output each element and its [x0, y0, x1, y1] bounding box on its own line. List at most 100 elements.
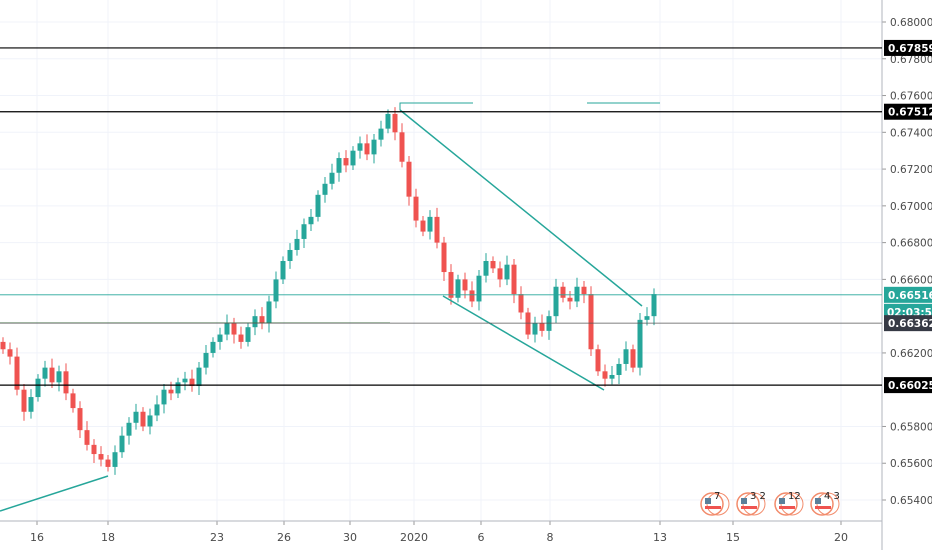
x-tick-label: 16 [30, 531, 44, 544]
price-label-bg [884, 39, 932, 56]
event-count: 12 [788, 491, 801, 502]
economic-event-badge[interactable]: 3 2 [736, 491, 766, 516]
flag-canton [705, 498, 711, 504]
candle-body [252, 316, 258, 328]
candle-body [287, 249, 293, 262]
candle-body [77, 408, 83, 431]
price-label: 0.66362 [884, 315, 932, 332]
candle-body [371, 139, 377, 155]
economic-event-badge[interactable]: 12 [774, 491, 804, 516]
candle-body [497, 268, 503, 280]
candle-body [413, 196, 419, 221]
price-label-bg [884, 315, 932, 332]
candle-body [196, 367, 202, 387]
flag-stripe [705, 506, 721, 509]
candle-body [399, 132, 405, 162]
trendline-upper [399, 109, 643, 307]
candle-body [21, 389, 27, 412]
economic-event-badge[interactable]: 4 3 [810, 491, 840, 516]
candle-body [448, 272, 454, 298]
candle-body [623, 349, 629, 364]
candle-body [630, 349, 636, 368]
candle-body [133, 411, 139, 423]
y-tick-label: 0.67400 [890, 127, 932, 139]
candle-body [644, 316, 650, 320]
candle-body [329, 172, 335, 184]
candle-body [322, 183, 328, 195]
x-tick-label: 6 [478, 531, 485, 544]
price-label-text: 0.67859 [888, 43, 932, 55]
x-tick-label: 15 [726, 531, 740, 544]
trendline-rising [0, 475, 109, 512]
price-label: 0.66516 [884, 286, 932, 303]
candle-body [637, 319, 643, 368]
y-tick-label: 0.66200 [890, 348, 932, 360]
candle-body [91, 444, 97, 455]
y-tick-label: 0.67800 [890, 54, 932, 66]
x-tick-label: 2020 [400, 531, 428, 544]
candle-body [231, 323, 237, 335]
candle-body [651, 294, 657, 317]
candle-body [364, 143, 370, 155]
flag-stripe [779, 506, 795, 509]
candle-body [140, 411, 146, 427]
trendline-lower [442, 295, 605, 391]
candle-body [161, 389, 167, 405]
candle-body [427, 216, 433, 232]
candle-body [385, 113, 391, 129]
x-tick-label: 18 [101, 531, 115, 544]
candle-body [273, 279, 279, 302]
candle-body [301, 224, 307, 239]
candle-body [105, 459, 111, 467]
price-label-text: 0.66362 [888, 318, 932, 330]
candle-body [595, 349, 601, 372]
candle-body [28, 397, 34, 412]
candle-body [350, 150, 356, 166]
candle-body [532, 323, 538, 335]
candle-body [343, 158, 349, 166]
candle-body [203, 352, 209, 368]
candle-body [175, 382, 181, 394]
candle-body [280, 261, 286, 280]
candle-body [588, 294, 594, 350]
candle-body [154, 404, 160, 416]
candle-body [119, 435, 125, 453]
price-label: 0.66025 [884, 377, 932, 394]
candle-body [581, 286, 587, 295]
x-tick-label: 8 [547, 531, 554, 544]
candle-body [0, 341, 6, 350]
flag-canton [741, 498, 747, 504]
candle-body [224, 323, 230, 335]
candle-body [315, 194, 321, 217]
event-count: 7 [714, 491, 720, 502]
economic-event-badge[interactable]: 7 [700, 491, 730, 516]
candle-body [259, 316, 265, 324]
candle-body [70, 393, 76, 409]
candle-body [56, 371, 62, 383]
candle-body [49, 367, 55, 383]
candle-body [294, 238, 300, 250]
flag-stripe [815, 506, 831, 509]
candle-body [147, 415, 153, 427]
price-label-bg [884, 286, 932, 303]
price-label-text: 0.66025 [888, 380, 932, 392]
y-tick-label: 0.67200 [890, 164, 932, 176]
candle-body [357, 143, 363, 151]
x-tick-label: 20 [834, 531, 848, 544]
candle-body [245, 327, 251, 342]
price-label-text: 0.66516 [888, 290, 932, 302]
candle-body [441, 242, 447, 273]
candle-body [35, 378, 41, 398]
candle-body [553, 286, 559, 317]
x-tick-label: 26 [277, 531, 291, 544]
candle-body [112, 452, 118, 467]
range-marker-left [399, 102, 473, 110]
candle-body [504, 264, 510, 280]
x-tick-label: 23 [210, 531, 224, 544]
candle-body [42, 367, 48, 379]
price-label-text: 0.67512 [888, 107, 932, 119]
candle-body [392, 113, 398, 133]
candle-body [518, 294, 524, 313]
